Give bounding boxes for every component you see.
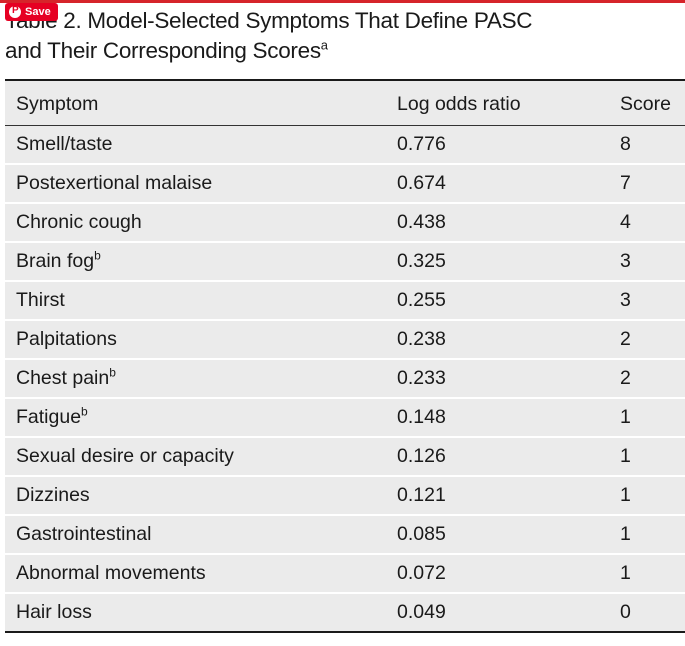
- log-odds-ratio-cell: 0.674: [397, 172, 446, 194]
- symptom-cell: Sexual desire or capacity: [5, 437, 386, 476]
- symptom-name: Postexertional malaise: [16, 172, 213, 194]
- pin-icon: [9, 5, 21, 18]
- log-odds-ratio-cell: 0.072: [397, 562, 446, 584]
- symptom-name: Chest pain: [16, 367, 110, 389]
- title-footnote-marker: a: [320, 37, 328, 53]
- symptom-footnote-marker: b: [109, 365, 116, 380]
- symptom-cell: Dizzines: [5, 476, 386, 515]
- symptom-footnote-marker: b: [94, 248, 101, 263]
- symptom-cell: Chronic cough: [5, 203, 386, 242]
- symptom-name: Palpitations: [16, 328, 117, 350]
- log-odds-ratio-cell: 0.085: [397, 523, 446, 545]
- title-line-2: and Their Corresponding Scores: [5, 38, 321, 63]
- score-cell: 8: [620, 133, 631, 155]
- log-odds-ratio-cell: 0.255: [397, 289, 446, 311]
- save-label: Save: [25, 6, 51, 18]
- log-odds-ratio-cell: 0.126: [397, 445, 446, 467]
- table-row: Dizzines 0.121 1: [5, 476, 685, 515]
- score-cell: 4: [620, 211, 631, 233]
- score-cell: 3: [620, 250, 631, 272]
- table-row: Palpitations 0.238 2: [5, 320, 685, 359]
- log-odds-ratio-cell: 0.438: [397, 211, 446, 233]
- table-row: Abnormal movements 0.072 1: [5, 554, 685, 593]
- score-cell: 2: [620, 328, 631, 350]
- symptom-footnote-marker: b: [81, 404, 88, 419]
- symptom-cell: Gastrointestinal: [5, 515, 386, 554]
- symptom-cell: Abnormal movements: [5, 554, 386, 593]
- log-odds-ratio-cell: 0.238: [397, 328, 446, 350]
- symptom-name: Fatigue: [16, 406, 82, 428]
- symptom-cell: Brain fogb: [5, 242, 386, 281]
- symptom-name: Smell/taste: [16, 133, 113, 155]
- log-odds-ratio-cell: 0.233: [397, 367, 446, 389]
- symptom-name: Brain fog: [16, 250, 95, 272]
- symptom-cell: Hair loss: [5, 593, 386, 632]
- symptom-cell: Palpitations: [5, 320, 386, 359]
- title-line-1: Table 2. Model-Selected Symptoms That De…: [5, 8, 533, 33]
- symptom-cell: Fatigueb: [5, 398, 386, 437]
- symptom-name: Thirst: [16, 289, 65, 311]
- log-odds-ratio-cell: 0.148: [397, 406, 446, 428]
- table-row: Postexertional malaise 0.674 7: [5, 164, 685, 203]
- table-row: Sexual desire or capacity 0.126 1: [5, 437, 685, 476]
- symptom-name: Hair loss: [16, 601, 92, 623]
- symptom-cell: Smell/taste: [5, 126, 386, 165]
- score-cell: 7: [620, 172, 631, 194]
- log-odds-ratio-cell: 0.049: [397, 601, 446, 623]
- table-row: Chest painb 0.233 2: [5, 359, 685, 398]
- symptom-name: Gastrointestinal: [16, 523, 152, 545]
- symptom-cell: Postexertional malaise: [5, 164, 386, 203]
- symptom-cell: Chest painb: [5, 359, 386, 398]
- table-row: Fatigueb 0.148 1: [5, 398, 685, 437]
- score-cell: 1: [620, 523, 631, 545]
- score-cell: 1: [620, 562, 631, 584]
- score-cell: 3: [620, 289, 631, 311]
- table-row: Thirst 0.255 3: [5, 281, 685, 320]
- score-cell: 2: [620, 367, 631, 389]
- table-row: Gastrointestinal 0.085 1: [5, 515, 685, 554]
- pin-save-button[interactable]: Save: [5, 3, 58, 21]
- symptom-cell: Thirst: [5, 281, 386, 320]
- symptom-name: Dizzines: [16, 484, 90, 506]
- symptom-score-table: Symptom Log odds ratio Score Smell/taste…: [5, 79, 685, 633]
- header-score: Score: [620, 93, 671, 115]
- top-accent-rule: [0, 0, 685, 3]
- table-title: Table 2. Model-Selected Symptoms That De…: [5, 6, 680, 66]
- symptom-name: Sexual desire or capacity: [16, 445, 234, 467]
- log-odds-ratio-cell: 0.776: [397, 133, 446, 155]
- table-row: Brain fogb 0.325 3: [5, 242, 685, 281]
- score-cell: 1: [620, 406, 631, 428]
- score-cell: 1: [620, 445, 631, 467]
- log-odds-ratio-cell: 0.121: [397, 484, 446, 506]
- table-row: Hair loss 0.049 0: [5, 593, 685, 632]
- symptom-name: Abnormal movements: [16, 562, 206, 584]
- score-cell: 1: [620, 484, 631, 506]
- log-odds-ratio-cell: 0.325: [397, 250, 446, 272]
- table-row: Smell/taste 0.776 8: [5, 126, 685, 165]
- score-cell: 0: [620, 601, 631, 623]
- header-log-odds-ratio: Log odds ratio: [397, 93, 521, 115]
- table-header-row: Symptom Log odds ratio Score: [5, 81, 685, 126]
- header-symptom: Symptom: [16, 93, 99, 115]
- table-row: Chronic cough 0.438 4: [5, 203, 685, 242]
- symptom-name: Chronic cough: [16, 211, 142, 233]
